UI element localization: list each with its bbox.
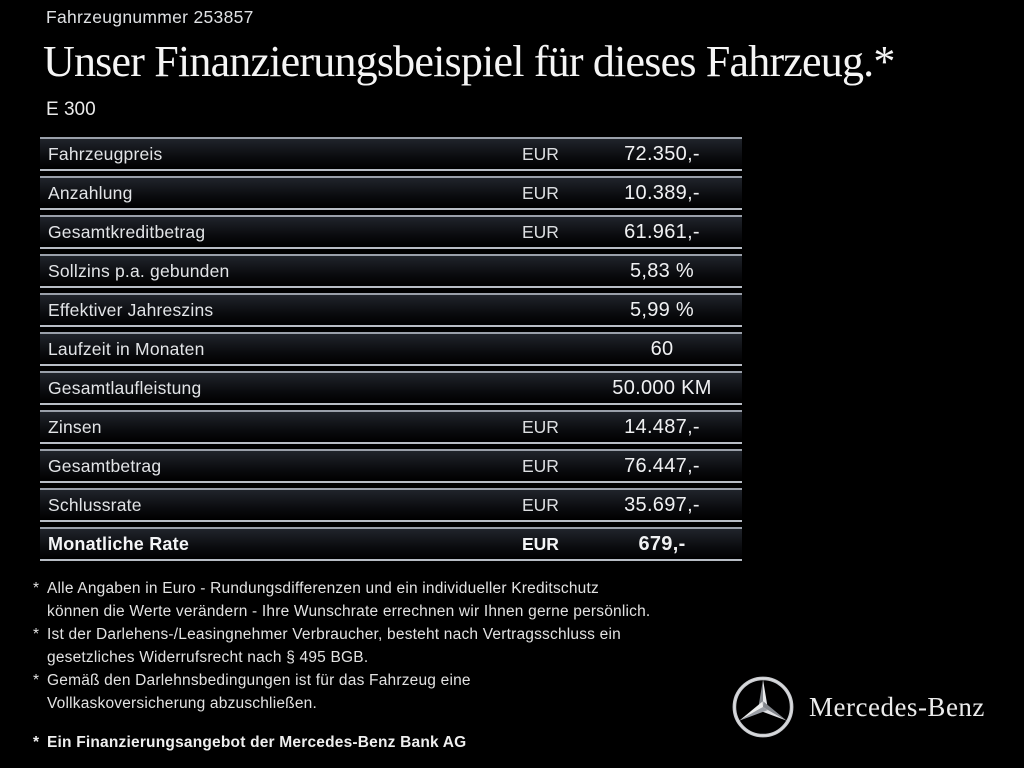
footnote-asterisk: * — [33, 580, 40, 597]
mercedes-star-icon — [730, 674, 796, 740]
row-value: 72.350,- — [624, 143, 700, 165]
footnote-rounding: * Alle Angaben in Euro - Rundungsdiffere… — [33, 577, 763, 623]
mercedes-benz-wordmark: Mercedes-Benz — [809, 692, 985, 722]
row-label: Effektiver Jahreszins — [48, 300, 214, 320]
footnote-line: Ist der Darlehens-/Leasingnehmer Verbrau… — [47, 626, 621, 643]
table-row-gesamtbetrag: Gesamtbetrag EUR 76.447,- — [40, 449, 742, 483]
row-value: 61.961,- — [624, 221, 700, 243]
table-row-laufzeit: Laufzeit in Monaten 60 — [40, 332, 742, 366]
table-row-gesamtkreditbetrag: Gesamtkreditbetrag EUR 61.961,- — [40, 215, 742, 249]
footnotes: * Alle Angaben in Euro - Rundungsdiffere… — [33, 577, 763, 754]
table-row-zinsen: Zinsen EUR 14.487,- — [40, 410, 742, 444]
footnote-asterisk: * — [33, 626, 40, 643]
vehicle-number: Fahrzeugnummer 253857 — [46, 7, 254, 27]
row-currency: EUR — [522, 183, 559, 203]
table-row-sollzins: Sollzins p.a. gebunden 5,83 % — [40, 254, 742, 288]
page-title: Unser Finanzierungsbeispiel für dieses F… — [43, 37, 895, 86]
row-value: 679,- — [638, 533, 686, 555]
footnote-asterisk: * — [33, 734, 40, 751]
row-currency: EUR — [522, 144, 559, 164]
row-label: Monatliche Rate — [48, 534, 190, 554]
footnote-line: gesetzliches Widerrufsrecht nach § 495 B… — [47, 649, 369, 666]
footnote-line: Vollkaskoversicherung abzuschließen. — [47, 695, 317, 712]
row-value: 5,83 % — [629, 260, 695, 282]
footnote-line: Alle Angaben in Euro - Rundungsdifferenz… — [47, 580, 599, 597]
row-value: 14.487,- — [624, 416, 700, 438]
row-value: 50.000 KM — [612, 377, 712, 399]
table-row-fahrzeugpreis: Fahrzeugpreis EUR 72.350,- — [40, 137, 742, 171]
footnote-line: Ein Finanzierungsangebot der Mercedes-Be… — [47, 734, 467, 751]
brand-block: Mercedes-Benz — [730, 674, 985, 740]
footnote-line: Gemäß den Darlehnsbedingungen ist für da… — [47, 672, 471, 689]
row-currency: EUR — [522, 222, 559, 242]
table-row-effektiver-jahreszins: Effektiver Jahreszins 5,99 % — [40, 293, 742, 327]
row-label: Laufzeit in Monaten — [48, 339, 205, 359]
row-currency: EUR — [522, 495, 559, 515]
row-label: Gesamtlaufleistung — [48, 378, 202, 398]
row-value: 76.447,- — [624, 455, 700, 477]
finance-table: Fahrzeugpreis EUR 72.350,- Anzahlung EUR… — [40, 137, 742, 561]
row-currency: EUR — [522, 417, 559, 437]
row-label: Gesamtbetrag — [48, 456, 162, 476]
row-value: 10.389,- — [624, 182, 700, 204]
table-row-schlussrate: Schlussrate EUR 35.697,- — [40, 488, 742, 522]
row-value: 35.697,- — [624, 494, 700, 516]
row-label: Fahrzeugpreis — [48, 144, 163, 164]
table-row-monatliche-rate: Monatliche Rate EUR 679,- — [40, 527, 742, 561]
table-row-gesamtlaufleistung: Gesamtlaufleistung 50.000 KM — [40, 371, 742, 405]
table-row-anzahlung: Anzahlung EUR 10.389,- — [40, 176, 742, 210]
row-label: Anzahlung — [48, 183, 133, 203]
footnote-widerrufsrecht: * Ist der Darlehens-/Leasingnehmer Verbr… — [33, 623, 763, 669]
row-value: 60 — [650, 338, 674, 360]
row-value: 5,99 % — [629, 299, 695, 321]
footnote-vollkasko: * Gemäß den Darlehnsbedingungen ist für … — [33, 669, 763, 715]
row-label: Schlussrate — [48, 495, 142, 515]
footnote-asterisk: * — [33, 672, 40, 689]
row-label: Gesamtkreditbetrag — [48, 222, 206, 242]
vehicle-model: E 300 — [46, 99, 96, 120]
row-currency: EUR — [522, 456, 559, 476]
footnote-line: können die Werte verändern - Ihre Wunsch… — [47, 603, 651, 620]
footnote-bank-offer: * Ein Finanzierungsangebot der Mercedes-… — [33, 731, 763, 754]
row-currency: EUR — [522, 534, 559, 554]
row-label: Sollzins p.a. gebunden — [48, 261, 230, 281]
row-label: Zinsen — [48, 417, 102, 437]
